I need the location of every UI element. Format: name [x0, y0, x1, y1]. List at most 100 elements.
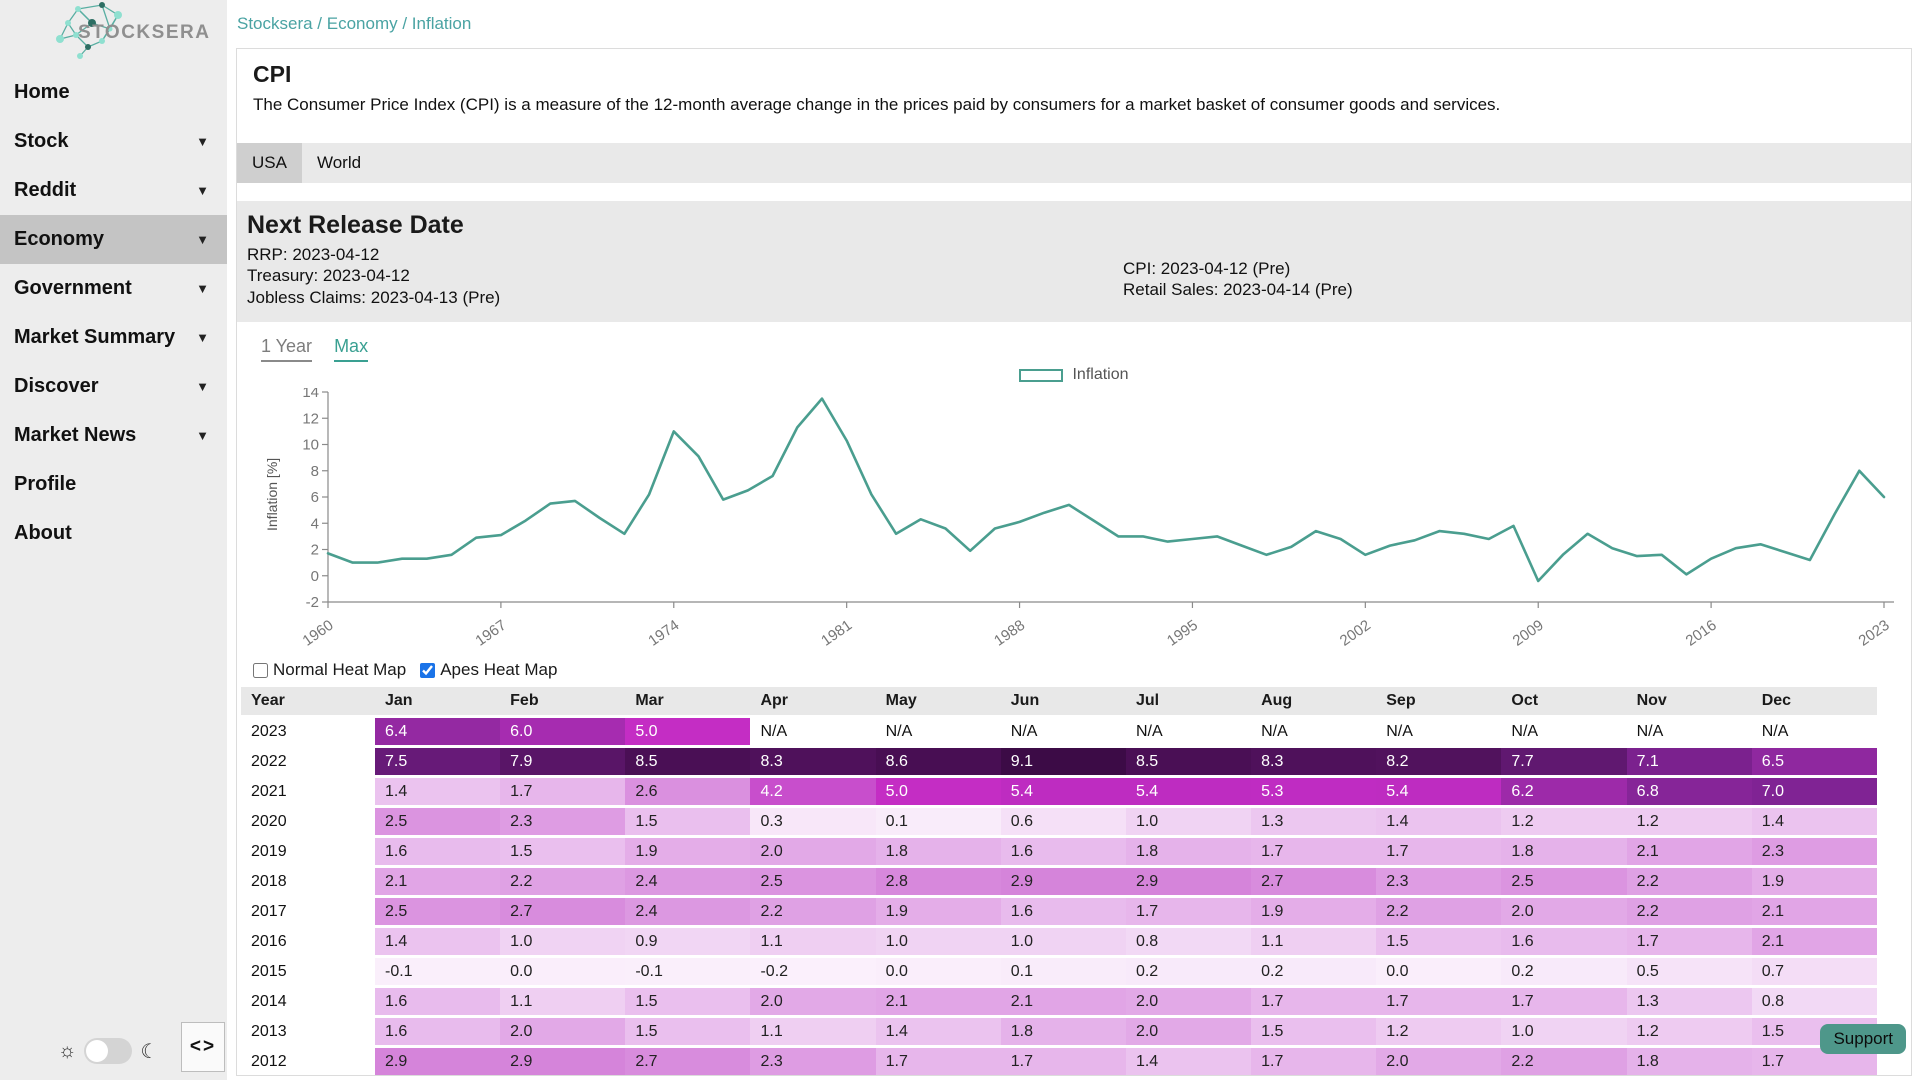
heatmap-year-cell: 2015: [241, 958, 375, 986]
svg-text:2023: 2023: [1855, 617, 1892, 650]
heatmap-cell: 2.4: [625, 898, 751, 926]
chevron-down-icon: ▼: [196, 183, 209, 198]
normal-heatmap-checkbox[interactable]: [253, 662, 268, 678]
heatmap-cell: 1.6: [375, 988, 501, 1016]
svg-text:8: 8: [311, 463, 319, 480]
heatmap-row: 2017 2.5 2.7 2.4 2.2 1.9 1.6 1.7 1.9 2.2 2.0 2.2 2.1: [241, 898, 1877, 926]
sidebar-item-label: Government: [14, 277, 132, 299]
theme-switch[interactable]: [84, 1038, 133, 1064]
heatmap-cell: 0.1: [875, 808, 1001, 836]
sidebar-item-market-news[interactable]: Market News ▼: [0, 411, 227, 460]
heatmap-cell: 2.2: [1626, 868, 1752, 896]
sidebar-collapse-button[interactable]: <>: [181, 1022, 225, 1072]
heatmap-cell: 1.1: [1251, 928, 1377, 956]
heatmap-cell: 8.6: [875, 748, 1001, 776]
heatmap-cell: 1.4: [1376, 808, 1502, 836]
heatmap-cell: -0.1: [625, 958, 751, 986]
heatmap-cell: 0.9: [625, 928, 751, 956]
breadcrumb[interactable]: Stocksera / Economy / Inflation: [237, 14, 472, 33]
sidebar-item-label: Discover: [14, 375, 99, 397]
heatmap-cell: 1.9: [1751, 868, 1877, 896]
svg-text:6: 6: [311, 489, 319, 506]
heatmap-cell: 1.2: [1626, 808, 1752, 836]
heatmap-cell: 0.7: [1751, 958, 1877, 986]
heatmap-cell: 6.5: [1751, 748, 1877, 776]
heatmap-cell: 2.1: [375, 868, 501, 896]
sidebar-footer: ☼ ☾ <>: [0, 1020, 227, 1072]
heatmap-cell: 0.1: [1000, 958, 1126, 986]
sidebar-item-discover[interactable]: Discover ▼: [0, 362, 227, 411]
support-button[interactable]: Support: [1820, 1024, 1906, 1054]
release-jobless-claims: Jobless Claims: 2023-04-13 (Pre): [247, 287, 501, 307]
heatmap-cell: 1.4: [1125, 1048, 1252, 1075]
heatmap-cell: 0.6: [1000, 808, 1126, 836]
heatmap-header-cell: May: [875, 687, 1001, 716]
heatmap-cell: 1.7: [1000, 1048, 1126, 1075]
heatmap-cell: 4.2: [750, 778, 876, 806]
heatmap-cell: 1.5: [625, 988, 751, 1016]
sidebar-item-home[interactable]: Home: [0, 68, 227, 117]
heatmap-header-cell: Dec: [1751, 687, 1877, 716]
normal-heatmap-option: Normal Heat Map: [253, 660, 406, 680]
heatmap-cell: 6.4: [375, 718, 501, 746]
heatmap-cell: 9.1: [1000, 748, 1126, 776]
heatmap-header-cell: Aug: [1251, 687, 1377, 716]
heatmap-cell: 2.1: [1751, 928, 1877, 956]
sidebar-item-about[interactable]: About: [0, 509, 227, 558]
heatmap-cell: 2.7: [1251, 868, 1377, 896]
chevron-down-icon: ▼: [196, 134, 209, 149]
chevron-down-icon: ▼: [196, 330, 209, 345]
range-1-year-button[interactable]: 1 Year: [261, 336, 313, 363]
normal-heatmap-label: Normal Heat Map: [273, 660, 407, 680]
sidebar-item-reddit[interactable]: Reddit ▼: [0, 166, 227, 215]
heatmap-header-cell: Jul: [1125, 687, 1252, 716]
heatmap-cell: 1.7: [1376, 838, 1502, 866]
heatmap-cell: 2.0: [500, 1018, 626, 1046]
svg-text:12: 12: [302, 410, 319, 427]
heatmap-year-cell: 2014: [241, 988, 375, 1016]
sidebar-item-profile[interactable]: Profile: [0, 460, 227, 509]
heatmap-header-cell: Nov: [1626, 687, 1752, 716]
tab-world[interactable]: World: [316, 153, 362, 172]
svg-text:14: 14: [302, 388, 319, 401]
heatmap-cell: 2.4: [625, 868, 751, 896]
range-max-button[interactable]: Max: [334, 336, 369, 363]
svg-text:1988: 1988: [991, 617, 1028, 650]
heatmap-year-cell: 2016: [241, 928, 375, 956]
tab-usa[interactable]: USA: [237, 143, 302, 183]
sidebar-item-economy[interactable]: Economy ▼: [0, 215, 227, 264]
heatmap-cell: 1.8: [875, 838, 1001, 866]
heatmap-cell: N/A: [1376, 718, 1502, 746]
heatmap-header-cell: Apr: [750, 687, 876, 716]
legend-swatch-inflation: [1019, 368, 1064, 382]
svg-text:10: 10: [302, 437, 319, 454]
sidebar-item-government[interactable]: Government ▼: [0, 264, 227, 313]
apes-heatmap-checkbox[interactable]: [420, 662, 436, 678]
heatmap-cell: 1.7: [1251, 1048, 1377, 1075]
heatmap-cell: 1.8: [1125, 838, 1252, 866]
heatmap-cell: 2.3: [750, 1048, 876, 1075]
heatmap-cell: 7.9: [500, 748, 626, 776]
heatmap-cell: 2.7: [500, 898, 626, 926]
heatmap-row: 2020 2.5 2.3 1.5 0.3 0.1 0.6 1.0 1.3 1.4 1.2 1.2 1.4: [241, 808, 1877, 836]
heatmap-cell: 2.0: [1125, 1018, 1252, 1046]
sidebar-item-market-summary[interactable]: Market Summary ▼: [0, 313, 227, 362]
svg-text:1981: 1981: [818, 617, 855, 650]
heatmap-cell: 0.0: [875, 958, 1001, 986]
release-right-column: CPI: 2023-04-12 (Pre) Retail Sales: 2023…: [1123, 258, 1353, 301]
heatmap-header-cell: Year: [241, 687, 375, 716]
heatmap-cell: 5.0: [875, 778, 1001, 806]
heatmap-cell: 1.4: [875, 1018, 1001, 1046]
heatmap-cell: 2.0: [750, 988, 876, 1016]
heatmap-cell: 2.5: [1501, 868, 1627, 896]
sidebar-item-stock[interactable]: Stock ▼: [0, 117, 227, 166]
switch-knob: [86, 1040, 109, 1062]
release-retail-sales: Retail Sales: 2023-04-14 (Pre): [1123, 280, 1353, 300]
chevron-down-icon: ▼: [196, 281, 209, 296]
heatmap-cell: 1.8: [1626, 1048, 1752, 1075]
page-title: CPI: [253, 61, 292, 87]
stocksera-logo[interactable]: STOCKSERA: [0, 0, 227, 60]
heatmap-row: 2023 6.4 6.0 5.0 N/A N/A N/A N/A N/A N/A N/A N/A N/A: [241, 718, 1877, 746]
heatmap-cell: N/A: [1125, 718, 1252, 746]
heatmap-cell: 0.5: [1626, 958, 1752, 986]
